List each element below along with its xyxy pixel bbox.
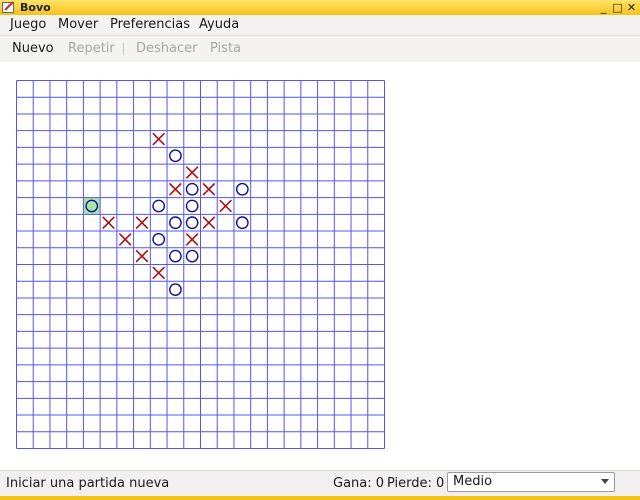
- cross-piece: [204, 217, 215, 228]
- toolbar: Nuevo Repetir Deshacer Pista: [0, 36, 640, 62]
- cross-piece: [187, 167, 198, 178]
- difficulty-value: Medio: [453, 473, 492, 491]
- cross-piece: [187, 234, 198, 245]
- title-bar: Bovo _ □ ✕: [0, 0, 640, 16]
- cross-piece: [137, 217, 148, 228]
- deshacer-button[interactable]: Deshacer: [136, 36, 197, 62]
- circle-piece: [237, 217, 248, 228]
- cross-piece: [204, 184, 215, 195]
- circle-piece: [186, 217, 197, 228]
- difficulty-select[interactable]: Medio: [447, 472, 615, 492]
- minimize-icon[interactable]: _: [597, 0, 610, 15]
- circle-piece: [170, 284, 181, 295]
- repetir-button[interactable]: Repetir: [68, 36, 115, 62]
- circle-piece: [153, 234, 164, 245]
- losses-counter: Pierde: 0: [387, 471, 444, 496]
- circle-piece: [186, 250, 197, 261]
- circle-piece: [170, 250, 181, 261]
- circle-piece: [186, 200, 197, 211]
- cross-piece: [137, 251, 148, 262]
- circle-piece: [170, 217, 181, 228]
- window-title: Bovo: [20, 0, 51, 15]
- cross-piece: [170, 184, 181, 195]
- close-icon[interactable]: ✕: [625, 0, 638, 15]
- window-bottom-border: [0, 496, 640, 500]
- cross-piece: [103, 217, 114, 228]
- circle-piece: [153, 200, 164, 211]
- wins-counter: Gana: 0: [333, 471, 384, 496]
- cross-piece: [153, 134, 164, 145]
- menu-preferencias[interactable]: Preferencias: [110, 15, 190, 35]
- circle-piece: [237, 184, 248, 195]
- chevron-down-icon: [601, 479, 609, 484]
- cross-piece: [120, 234, 131, 245]
- nuevo-button[interactable]: Nuevo: [12, 36, 54, 62]
- board-grid[interactable]: [16, 80, 385, 449]
- menu-ayuda[interactable]: Ayuda: [199, 15, 239, 35]
- app-icon: [2, 1, 15, 13]
- cross-piece: [153, 268, 164, 279]
- toolbar-separator: [123, 43, 124, 55]
- menu-mover[interactable]: Mover: [58, 15, 98, 35]
- menu-bar: Juego Mover Preferencias Ayuda: [0, 15, 640, 36]
- pista-button[interactable]: Pista: [210, 36, 241, 62]
- status-message: Iniciar una partida nueva: [6, 471, 169, 496]
- game-board[interactable]: [16, 80, 385, 449]
- cross-piece: [220, 201, 231, 212]
- circle-piece: [170, 150, 181, 161]
- maximize-icon[interactable]: □: [611, 0, 624, 15]
- circle-piece: [186, 184, 197, 195]
- menu-juego[interactable]: Juego: [10, 15, 46, 35]
